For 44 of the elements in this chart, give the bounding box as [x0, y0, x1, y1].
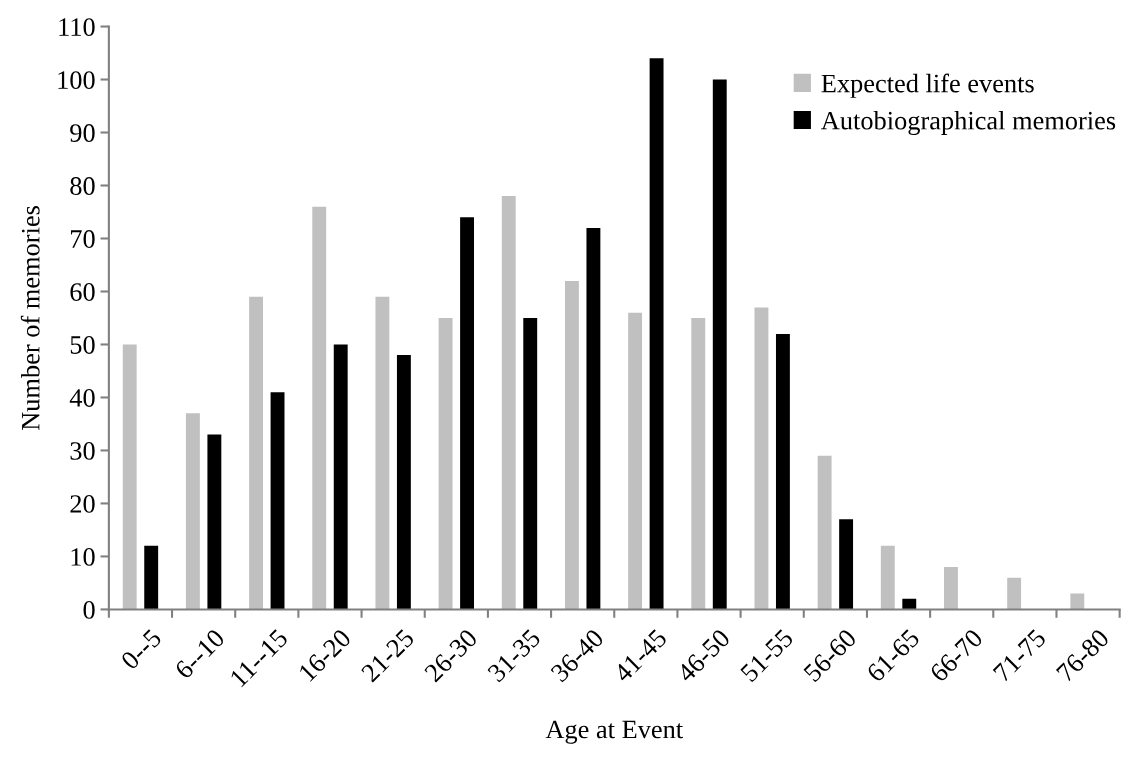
- bar: [144, 545, 159, 610]
- y-tick-label: 50: [70, 336, 95, 354]
- bar: [691, 317, 706, 610]
- bar: [249, 296, 264, 610]
- bar: [501, 196, 516, 610]
- bar: [1007, 577, 1022, 610]
- y-axis-title: Number of memories: [20, 206, 40, 431]
- bar: [438, 317, 453, 610]
- y-tick-label: 10: [71, 548, 95, 566]
- bar: [754, 307, 769, 610]
- bar: [312, 206, 327, 610]
- bar: [270, 392, 285, 610]
- bar: [207, 434, 222, 610]
- bar: [586, 227, 601, 610]
- bar: [880, 545, 895, 610]
- y-tick-label: 60: [70, 283, 95, 301]
- bar: [564, 280, 579, 610]
- bar: [712, 79, 727, 610]
- bar: [628, 312, 643, 610]
- y-tick-label: 100: [58, 71, 95, 89]
- y-tick-label: 40: [69, 389, 95, 407]
- bar: [122, 344, 137, 610]
- bar: [649, 58, 664, 610]
- y-tick-label: 0: [83, 601, 95, 619]
- y-tick-label: 20: [70, 495, 95, 513]
- bar: [775, 333, 790, 610]
- bar: [396, 355, 411, 610]
- x-axis-title: Age at Event: [545, 720, 683, 744]
- bar: [944, 567, 958, 610]
- legend-label: Expected life events: [821, 73, 1034, 98]
- bar: [523, 317, 538, 610]
- bar: [839, 519, 854, 610]
- bar: [375, 296, 390, 610]
- legend-label: Autobiographical memories: [821, 110, 1116, 135]
- bar: [185, 413, 200, 610]
- y-tick-label: 30: [70, 442, 95, 460]
- y-tick-label: 70: [71, 230, 95, 248]
- bar: [460, 217, 475, 610]
- y-tick-label: 80: [70, 177, 95, 195]
- x-tick-label: 0--5: [120, 628, 163, 671]
- bar: [817, 455, 832, 610]
- y-tick-label: 110: [59, 18, 95, 36]
- y-tick-label: 90: [70, 124, 95, 142]
- bar: [333, 344, 348, 610]
